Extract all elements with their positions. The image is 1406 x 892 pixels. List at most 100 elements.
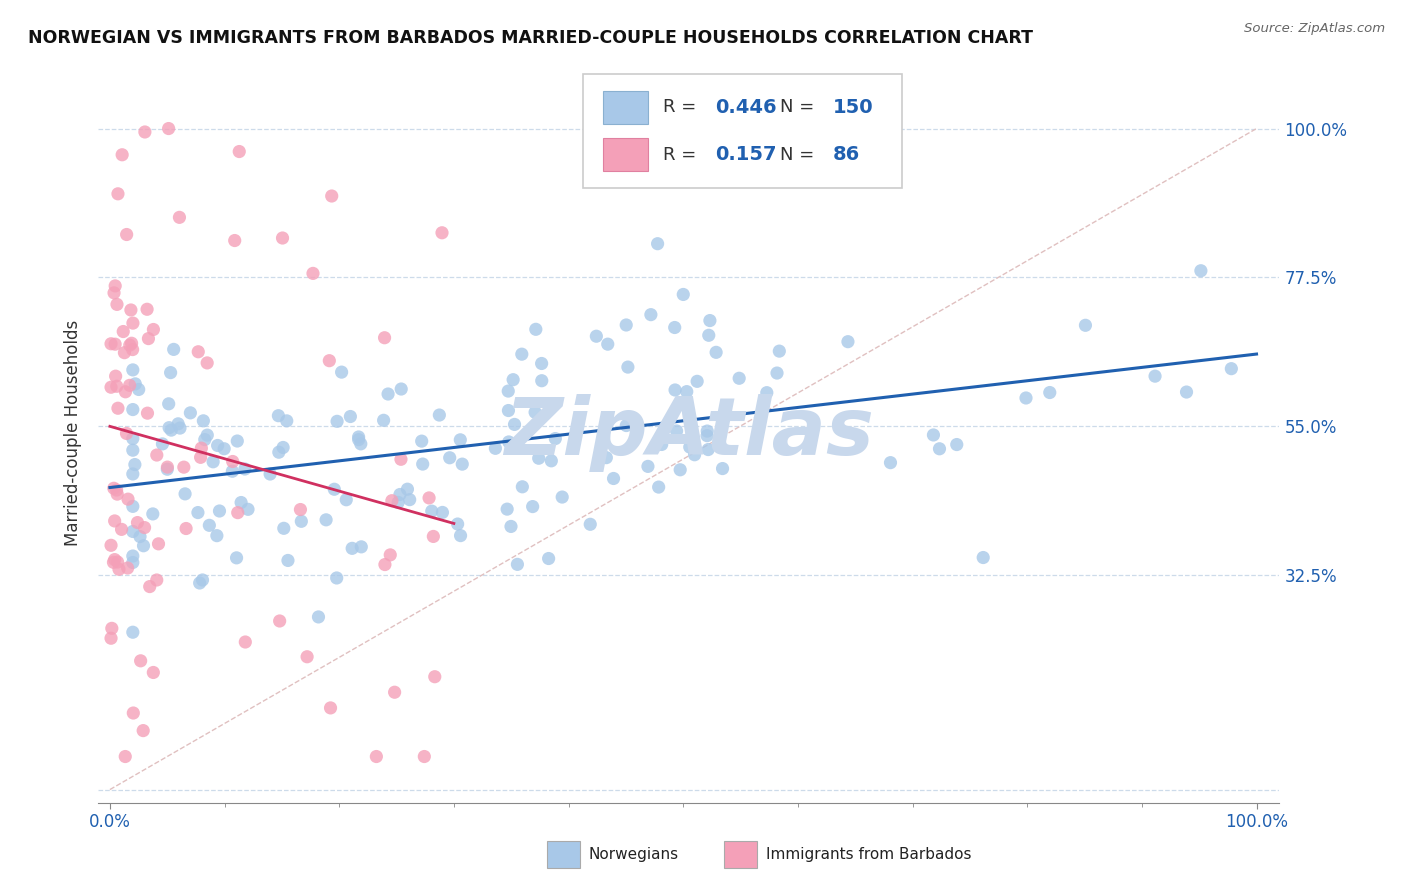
Point [325, 571, 347, 585]
Point [142, 507, 165, 521]
Point [308, 610, 330, 624]
Point [1015, 391, 1038, 405]
Point [522, 500, 544, 514]
Point [104, 279, 127, 293]
Point [530, 356, 553, 370]
Point [651, 437, 673, 451]
Point [686, 375, 709, 389]
Point [1220, 361, 1243, 376]
Point [323, 482, 346, 496]
Point [595, 450, 617, 465]
Point [596, 337, 619, 351]
Point [121, 432, 143, 446]
Bar [603, 91, 648, 124]
Point [142, 665, 165, 680]
Point [132, 723, 155, 738]
Point [1074, 318, 1097, 333]
Point [163, 343, 186, 357]
Point [945, 437, 967, 451]
Point [107, 555, 129, 569]
Point [100, 336, 122, 351]
Point [208, 504, 231, 518]
Point [107, 186, 129, 201]
Point [679, 440, 702, 454]
Point [179, 406, 201, 420]
Point [229, 495, 252, 509]
Point [105, 483, 128, 497]
Point [156, 462, 179, 476]
Point [174, 522, 197, 536]
Point [527, 451, 550, 466]
Point [665, 424, 688, 438]
Point [449, 433, 471, 447]
Point [129, 530, 152, 544]
Point [134, 125, 156, 139]
Point [318, 353, 340, 368]
Point [174, 487, 197, 501]
Point [350, 437, 373, 451]
Point [121, 556, 143, 570]
Point [101, 621, 124, 635]
Point [118, 378, 141, 392]
Point [105, 487, 128, 501]
Point [413, 749, 436, 764]
Point [704, 345, 727, 359]
Point [446, 516, 468, 531]
Point [103, 481, 125, 495]
Text: Immigrants from Barbados: Immigrants from Barbados [766, 847, 972, 863]
Point [122, 706, 145, 720]
Point [115, 227, 138, 242]
Bar [724, 841, 758, 868]
Point [121, 500, 143, 514]
Point [498, 403, 520, 417]
Point [672, 287, 695, 301]
Point [121, 402, 143, 417]
Point [766, 366, 789, 380]
Point [167, 417, 190, 431]
Point [233, 462, 256, 476]
Point [112, 345, 135, 359]
Point [430, 226, 453, 240]
Y-axis label: Married-couple Households: Married-couple Households [65, 319, 83, 546]
Point [122, 316, 145, 330]
Point [922, 428, 945, 442]
Point [879, 456, 901, 470]
Point [837, 334, 859, 349]
Point [121, 363, 143, 377]
Text: Norwegians: Norwegians [589, 847, 679, 863]
Point [105, 379, 128, 393]
Point [112, 325, 135, 339]
Point [121, 443, 143, 458]
Point [614, 318, 637, 332]
Point [191, 573, 214, 587]
Point [617, 360, 640, 375]
Point [347, 433, 370, 447]
Point [972, 550, 994, 565]
Point [188, 576, 211, 591]
Point [160, 423, 183, 437]
Point [115, 426, 138, 441]
Text: R =: R = [664, 145, 702, 163]
Text: Source: ZipAtlas.com: Source: ZipAtlas.com [1244, 22, 1385, 36]
Point [103, 285, 125, 300]
Point [499, 519, 522, 533]
Point [1144, 369, 1167, 384]
Point [388, 487, 411, 501]
Point [637, 459, 659, 474]
Point [267, 445, 290, 459]
Point [496, 502, 519, 516]
Point [377, 387, 399, 401]
Point [1039, 385, 1062, 400]
Point [439, 450, 461, 465]
Point [159, 366, 181, 380]
Point [121, 336, 143, 351]
Point [664, 383, 686, 397]
Point [107, 401, 129, 416]
Point [697, 442, 720, 457]
Point [335, 492, 357, 507]
Point [117, 492, 139, 507]
Point [224, 234, 246, 248]
Point [450, 528, 472, 542]
Point [207, 438, 229, 452]
Point [259, 467, 281, 481]
